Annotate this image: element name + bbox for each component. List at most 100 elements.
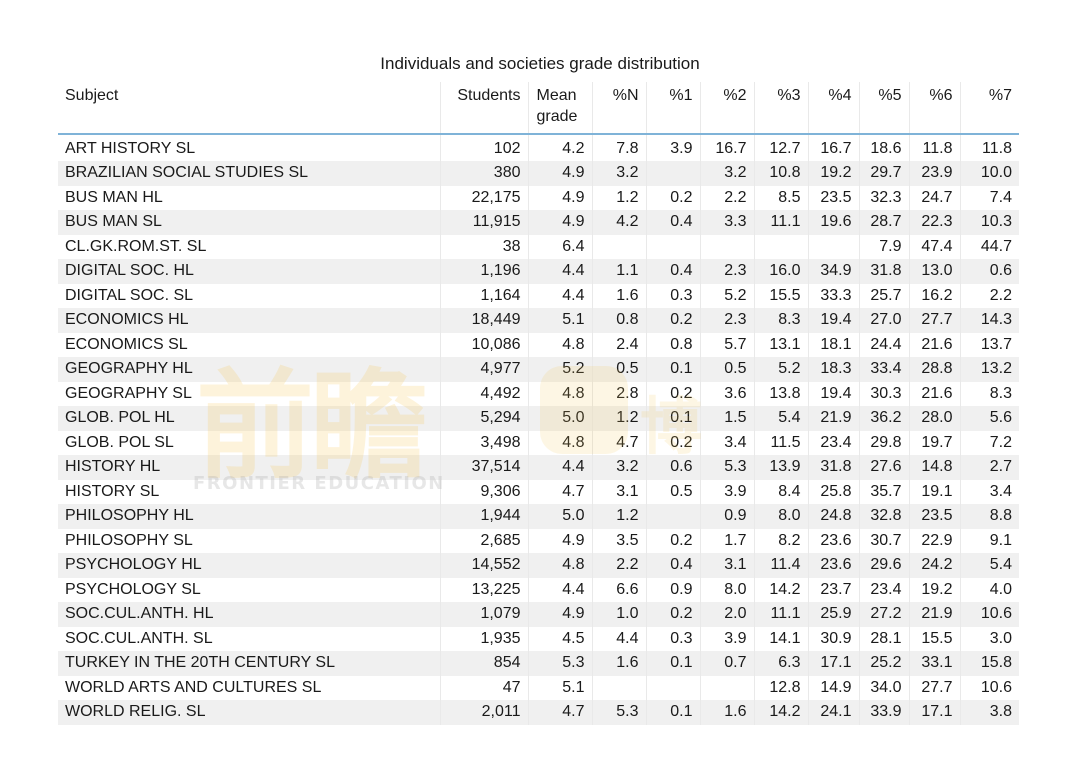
value-cell: 23.4 [859, 577, 910, 602]
table-row: CL.GK.ROM.ST. SL 38 6.4 7.9 47.4 44.7 [58, 234, 1019, 259]
value-cell: 6.4 [528, 234, 593, 259]
value-cell: 32.3 [859, 185, 910, 210]
value-cell: 47 [440, 675, 529, 700]
value-cell: 27.6 [859, 455, 910, 480]
value-cell: 16.2 [909, 283, 961, 308]
value-cell: 7.8 [592, 134, 647, 161]
table-row: GEOGRAPHY SL 4,492 4.8 2.8 0.2 3.6 13.8 19.4 30.… [58, 381, 1019, 406]
value-cell: 10,086 [440, 332, 529, 357]
value-cell: 2.7 [960, 455, 1019, 480]
value-cell: 2.8 [592, 381, 647, 406]
value-cell: 3,498 [440, 430, 529, 455]
value-cell: 32.8 [859, 504, 910, 529]
table-row: BUS MAN HL 22,175 4.9 1.2 0.2 2.2 8.5 23.5 32.3 2… [58, 185, 1019, 210]
value-cell: 12.8 [754, 675, 809, 700]
value-cell: 4.7 [592, 430, 647, 455]
value-cell: 0.2 [646, 308, 701, 333]
value-cell: 36.2 [859, 406, 910, 431]
value-cell: 2.2 [700, 185, 755, 210]
value-cell: 2,011 [440, 700, 529, 725]
table-row: PHILOSOPHY HL 1,944 5.0 1.2 0.9 8.0 24.8 32.8 23… [58, 504, 1019, 529]
value-cell: 27.2 [859, 602, 910, 627]
value-cell: 3.4 [700, 430, 755, 455]
value-cell: 1.6 [700, 700, 755, 725]
value-cell: 0.8 [646, 332, 701, 357]
value-cell: 13.7 [980, 335, 1012, 353]
value-cell: 3.6 [700, 381, 755, 406]
value-cell: 5.0 [528, 504, 593, 529]
value-cell: 0.6 [646, 455, 701, 480]
value-cell: 4.9 [528, 602, 593, 627]
value-cell: 14.9 [808, 675, 860, 700]
table-row: SOC.CUL.ANTH. HL 1,079 4.9 1.0 0.2 2.0 11.1 25.… [58, 602, 1019, 627]
value-cell: 0.4 [646, 210, 701, 235]
table-row: WORLD RELIG. SL 2,011 4.7 5.3 0.1 1.6 14.2 24.1… [58, 700, 1019, 725]
value-cell: 0.1 [646, 357, 701, 382]
value-cell: 2.4 [592, 332, 647, 357]
value-cell: 1.5 [700, 406, 755, 431]
value-cell: 16.7 [808, 134, 860, 161]
value-cell: 18,449 [440, 308, 529, 333]
value-cell [646, 675, 701, 700]
value-cell: 4.4 [528, 455, 593, 480]
value-cell: 35.7 [859, 479, 910, 504]
table-row: GLOB. POL HL 5,294 5.0 1.2 0.1 1.5 5.4 21.9 36.2… [58, 406, 1019, 431]
value-cell: 0.3 [646, 283, 701, 308]
value-cell: 4,492 [440, 381, 529, 406]
value-cell: 34.0 [859, 675, 910, 700]
value-cell: 13.2 [960, 357, 1019, 382]
value-cell: 14.2 [754, 700, 809, 725]
subject-cell: ECONOMICS SL [58, 332, 441, 357]
column-header: %5 [859, 82, 910, 135]
value-cell: 27.7 [909, 308, 961, 333]
value-cell: 3.9 [700, 479, 755, 504]
value-cell: 47.4 [909, 234, 961, 259]
value-cell: 28.1 [859, 626, 910, 651]
value-cell: 24.8 [808, 504, 860, 529]
subject-cell: PSYCHOLOGY HL [58, 553, 441, 578]
value-cell [592, 234, 647, 259]
value-cell: 14,552 [440, 553, 529, 578]
table-row: TURKEY IN THE 20TH CENTURY SL 854 5.3 1.6 0.… [58, 651, 1019, 676]
value-cell [592, 675, 647, 700]
value-cell: 1.7 [700, 528, 755, 553]
value-cell: 23.7 [808, 577, 860, 602]
table-row: BRAZILIAN SOCIAL STUDIES SL 380 4.9 3.2 3.2 1… [58, 161, 1019, 186]
value-cell: 0.1 [646, 700, 701, 725]
value-cell: 11.4 [754, 553, 809, 578]
value-cell: 18.3 [808, 357, 860, 382]
value-cell: 30.9 [808, 626, 860, 651]
subject-cell: SOC.CUL.ANTH. HL [58, 602, 441, 627]
value-cell: 4.8 [528, 381, 593, 406]
value-cell: 5.1 [528, 675, 593, 700]
value-cell: 5.7 [700, 332, 755, 357]
value-cell: 3.2 [592, 455, 647, 480]
value-cell: 5.3 [592, 700, 647, 725]
value-cell: 22.9 [909, 528, 961, 553]
subject-cell: PHILOSOPHY HL [58, 504, 441, 529]
value-cell: 13.9 [754, 455, 809, 480]
value-cell: 14.1 [754, 626, 809, 651]
value-cell: 3.9 [646, 134, 701, 161]
value-cell: 27.7 [909, 675, 961, 700]
value-cell: 25.2 [859, 651, 910, 676]
value-cell [754, 234, 809, 259]
value-cell: 102 [440, 134, 529, 161]
value-cell: 7.9 [859, 234, 910, 259]
table-row: ECONOMICS SL 10,086 4.8 2.4 0.8 5.7 13.1 18.1 24… [58, 332, 1019, 357]
value-cell: 17.1 [909, 700, 961, 725]
value-cell: 19.2 [909, 577, 961, 602]
value-cell: 4,977 [440, 357, 529, 382]
subject-cell: HISTORY SL [58, 479, 441, 504]
value-cell: 19.1 [909, 479, 961, 504]
value-cell: 28.0 [909, 406, 961, 431]
value-cell: 4.4 [528, 259, 593, 284]
subject-cell: PSYCHOLOGY SL [58, 577, 441, 602]
table-row: PHILOSOPHY SL 2,685 4.9 3.5 0.2 1.7 8.2 23.6 30.… [58, 528, 1019, 553]
column-header: %N [592, 82, 647, 135]
value-cell: 6.3 [754, 651, 809, 676]
value-cell: 11,915 [440, 210, 529, 235]
value-cell [646, 504, 701, 529]
subject-cell: HISTORY HL [58, 455, 441, 480]
value-cell: 11.8 [982, 140, 1012, 157]
